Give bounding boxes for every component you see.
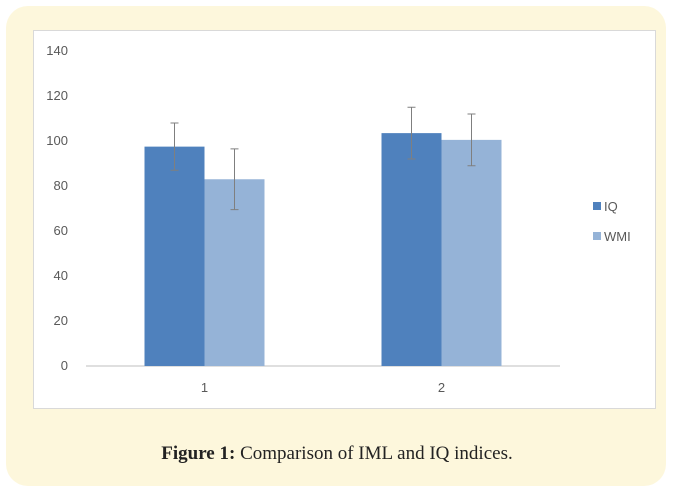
bar-wmi-1 [204, 179, 265, 366]
y-tick-label: 40 [54, 268, 68, 283]
chart-area: 0 20 40 60 80 100 120 140 1 2 IQ WMI [33, 30, 656, 409]
y-tick-label: 140 [46, 43, 68, 58]
legend-label-wmi: WMI [604, 229, 631, 244]
figure-caption: Figure 1: Comparison of IML and IQ indic… [0, 443, 674, 465]
caption-label: Figure 1: [161, 443, 236, 464]
y-tick-label: 60 [54, 223, 68, 238]
bar-wmi-2 [441, 139, 502, 366]
y-tick-label: 100 [46, 133, 68, 148]
bar-iq-2 [381, 133, 442, 366]
legend-label-iq: IQ [604, 199, 618, 214]
y-tick-label: 0 [61, 358, 68, 373]
legend-swatch-wmi [593, 232, 601, 240]
bar-iq-1 [144, 146, 205, 366]
legend-swatch-iq [593, 202, 601, 210]
bar-chart: 0 20 40 60 80 100 120 140 1 2 IQ WMI [46, 43, 631, 395]
caption-text: Comparison of IML and IQ indices. [235, 443, 513, 464]
x-tick-label: 1 [201, 380, 208, 395]
y-tick-label: 120 [46, 88, 68, 103]
y-tick-label: 80 [54, 178, 68, 193]
x-tick-label: 2 [438, 380, 445, 395]
y-tick-label: 20 [54, 313, 68, 328]
